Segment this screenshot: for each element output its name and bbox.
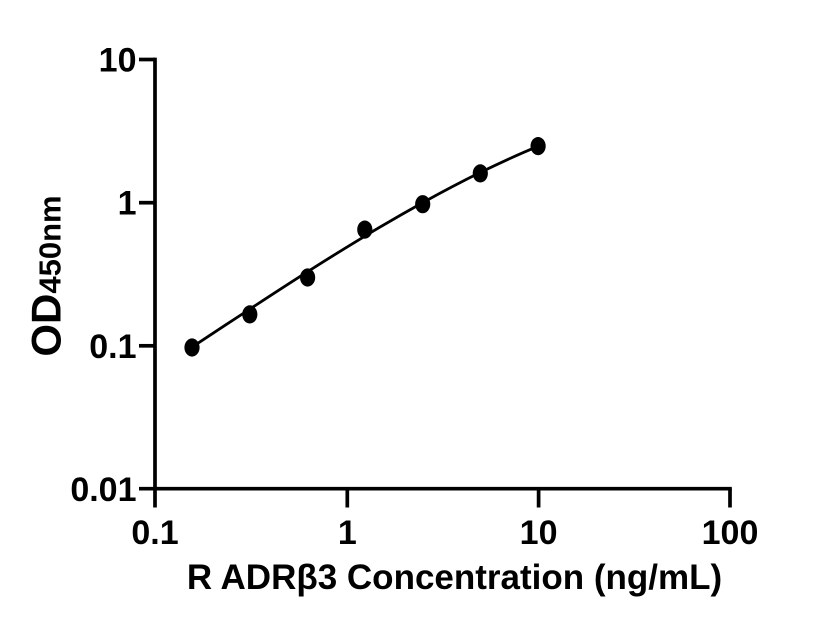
svg-text:1: 1 (338, 514, 357, 552)
svg-text:0.01: 0.01 (70, 471, 136, 509)
svg-text:100: 100 (702, 514, 759, 552)
svg-text:10: 10 (99, 41, 137, 79)
svg-text:R ADRβ3 Concentration (ng/mL): R ADRβ3 Concentration (ng/mL) (187, 558, 722, 597)
svg-text:10: 10 (520, 514, 558, 552)
svg-text:1: 1 (118, 185, 137, 223)
svg-text:0.1: 0.1 (131, 514, 178, 552)
svg-text:0.1: 0.1 (89, 328, 136, 366)
